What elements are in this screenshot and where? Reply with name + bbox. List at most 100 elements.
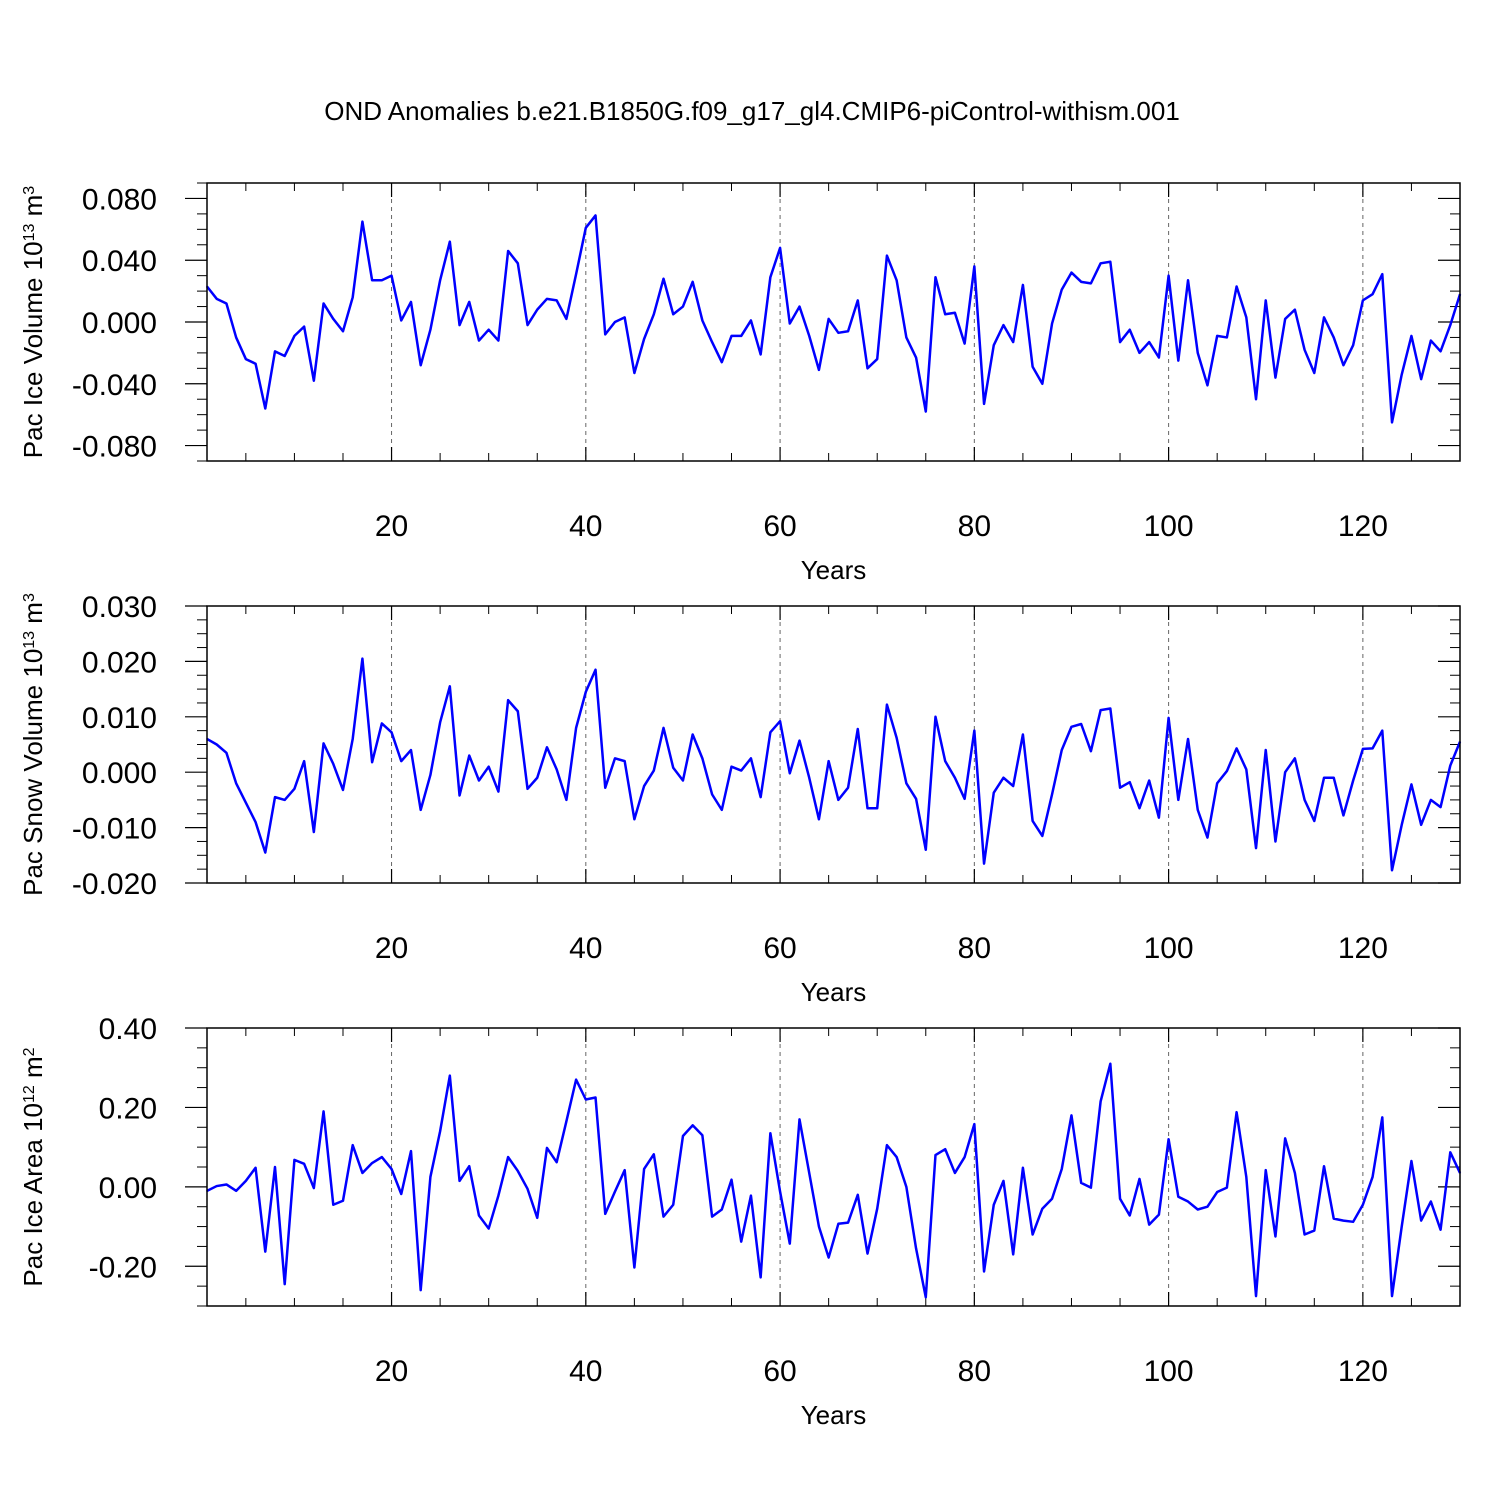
data-point (565, 318, 568, 320)
data-point (730, 765, 733, 768)
data-point (439, 1130, 441, 1133)
data-point (1332, 336, 1335, 339)
data-point (303, 1163, 305, 1165)
data-point (798, 739, 801, 742)
data-point (594, 1096, 597, 1099)
data-point (264, 851, 267, 854)
data-point (225, 302, 228, 305)
data-point (837, 332, 840, 334)
data-point (1109, 260, 1112, 263)
data-point (759, 796, 762, 798)
data-point (847, 330, 849, 333)
x-tick-label: 60 (763, 932, 796, 965)
data-point (847, 1221, 849, 1224)
data-point (449, 685, 451, 688)
data-point (555, 1161, 558, 1164)
data-point (944, 313, 946, 316)
data-point (293, 1159, 296, 1161)
data-point (1381, 1116, 1384, 1119)
data-point (643, 1168, 645, 1170)
data-point (1274, 840, 1277, 843)
y-tick-label: 0.010 (82, 702, 157, 735)
data-point (662, 727, 665, 729)
data-point (1051, 1197, 1053, 1200)
y-tick-label: 0.020 (82, 646, 157, 679)
data-point (1439, 806, 1442, 808)
data-point (283, 799, 286, 801)
data-point (293, 788, 296, 790)
data-point (1177, 359, 1180, 362)
data-point (1070, 725, 1073, 728)
y-tick-label: 0.000 (82, 757, 157, 790)
data-point (575, 727, 577, 729)
data-point (788, 322, 791, 325)
y-axis-title-superscript: 12 (21, 1085, 38, 1103)
x-tick-label: 40 (569, 510, 602, 543)
data-point (361, 1172, 364, 1174)
data-point (1284, 771, 1286, 773)
data-point (1410, 1160, 1413, 1162)
data-point (449, 240, 451, 243)
data-point (711, 1215, 713, 1218)
data-point (1294, 757, 1296, 760)
data-point (895, 1156, 898, 1158)
data-point (1090, 750, 1092, 752)
data-point (419, 1289, 422, 1291)
y-axis-title-text: Pac Ice Area 10 (18, 1103, 48, 1287)
data-point (1080, 723, 1082, 725)
data-point (1041, 382, 1044, 385)
data-point (245, 1180, 247, 1182)
data-point (1226, 336, 1228, 339)
data-point (1449, 764, 1452, 767)
data-point (779, 1190, 781, 1193)
data-point (1362, 1203, 1364, 1206)
data-point (575, 1078, 577, 1081)
data-point (322, 742, 325, 745)
y-tick-label: 0.000 (82, 307, 157, 340)
data-point (1206, 836, 1209, 839)
data-point (1148, 1223, 1150, 1226)
data-point (983, 1270, 985, 1273)
data-point (254, 362, 257, 365)
data-point (1119, 341, 1121, 343)
y-tick-label: 0.00 (99, 1172, 157, 1205)
data-point (924, 410, 927, 413)
data-point (400, 760, 403, 762)
data-point (856, 1194, 859, 1196)
data-point (1235, 285, 1238, 288)
data-point (1128, 328, 1131, 331)
data-point (866, 1252, 869, 1255)
data-point (390, 731, 393, 734)
data-point (837, 1222, 840, 1225)
data-point (1002, 776, 1005, 779)
data-point (1391, 1295, 1393, 1297)
data-point (1041, 835, 1044, 837)
data-point (808, 1172, 811, 1174)
data-point (478, 339, 480, 342)
y-axis-title-superscript: 3 (21, 593, 38, 602)
data-point (565, 799, 568, 801)
data-point (1060, 749, 1063, 751)
data-point (371, 761, 373, 764)
x-tick-label: 100 (1144, 1355, 1194, 1388)
data-point (274, 350, 276, 353)
data-point (1090, 282, 1092, 285)
data-point (876, 358, 879, 360)
data-point (458, 1180, 461, 1182)
data-point (633, 818, 636, 821)
data-point (1274, 1235, 1277, 1238)
data-point (818, 818, 820, 821)
y-tick-label: -0.010 (72, 813, 157, 846)
data-point (633, 1266, 636, 1269)
data-point (750, 757, 752, 760)
panel-1: 20 40 60 80 100 120 -0.080 -0.040 0.000 0.040 0.08… (18, 182, 1462, 585)
data-point (818, 369, 820, 371)
data-point (1177, 799, 1180, 801)
series-line-3 (206, 1062, 1462, 1299)
data-point (788, 772, 791, 775)
data-point (1342, 364, 1345, 367)
data-point (1148, 341, 1150, 343)
data-point (264, 1250, 267, 1253)
data-point (371, 279, 373, 282)
data-point (313, 379, 315, 382)
